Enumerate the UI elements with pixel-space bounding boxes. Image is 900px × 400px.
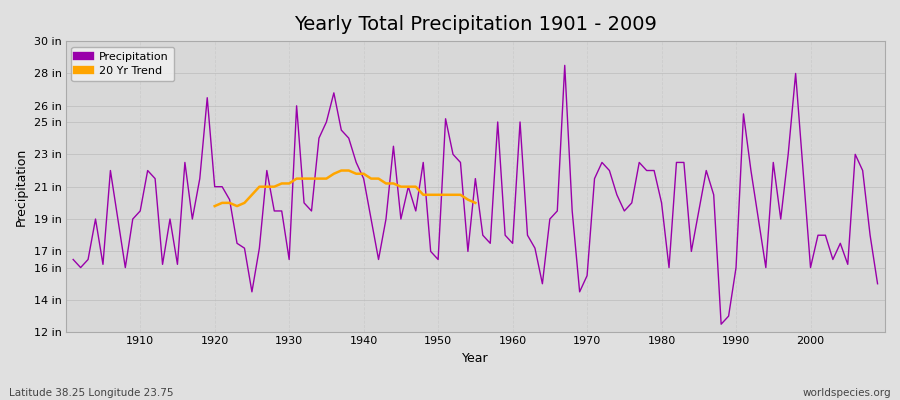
Text: Latitude 38.25 Longitude 23.75: Latitude 38.25 Longitude 23.75: [9, 388, 174, 398]
20 Yr Trend: [231, 204, 242, 208]
Precipitation: [336, 128, 346, 132]
20 Yr Trend: [403, 184, 414, 189]
20 Yr Trend: [276, 181, 287, 186]
20 Yr Trend: [388, 181, 399, 186]
Text: worldspecies.org: worldspecies.org: [803, 388, 891, 398]
20 Yr Trend: [284, 181, 294, 186]
20 Yr Trend: [381, 181, 392, 186]
20 Yr Trend: [313, 176, 324, 181]
Precipitation: [559, 63, 570, 68]
20 Yr Trend: [306, 176, 317, 181]
Precipitation: [508, 241, 518, 246]
Precipitation: [716, 322, 726, 326]
20 Yr Trend: [321, 176, 332, 181]
20 Yr Trend: [261, 184, 272, 189]
20 Yr Trend: [433, 192, 444, 197]
20 Yr Trend: [440, 192, 451, 197]
Legend: Precipitation, 20 Yr Trend: Precipitation, 20 Yr Trend: [71, 47, 175, 81]
20 Yr Trend: [254, 184, 265, 189]
20 Yr Trend: [426, 192, 436, 197]
Precipitation: [604, 168, 615, 173]
20 Yr Trend: [410, 184, 421, 189]
20 Yr Trend: [351, 171, 362, 176]
Precipitation: [68, 257, 78, 262]
20 Yr Trend: [217, 200, 228, 205]
Y-axis label: Precipitation: Precipitation: [15, 148, 28, 226]
Line: Precipitation: Precipitation: [73, 65, 878, 324]
20 Yr Trend: [336, 168, 346, 173]
20 Yr Trend: [299, 176, 310, 181]
20 Yr Trend: [343, 168, 354, 173]
20 Yr Trend: [447, 192, 458, 197]
20 Yr Trend: [358, 171, 369, 176]
20 Yr Trend: [463, 197, 473, 202]
Precipitation: [500, 233, 510, 238]
Precipitation: [872, 281, 883, 286]
20 Yr Trend: [239, 200, 250, 205]
20 Yr Trend: [224, 200, 235, 205]
20 Yr Trend: [292, 176, 302, 181]
20 Yr Trend: [455, 192, 466, 197]
20 Yr Trend: [328, 171, 339, 176]
20 Yr Trend: [210, 204, 220, 208]
X-axis label: Year: Year: [462, 352, 489, 365]
20 Yr Trend: [418, 192, 428, 197]
Title: Yearly Total Precipitation 1901 - 2009: Yearly Total Precipitation 1901 - 2009: [294, 15, 657, 34]
20 Yr Trend: [395, 184, 406, 189]
Line: 20 Yr Trend: 20 Yr Trend: [215, 170, 475, 206]
20 Yr Trend: [374, 176, 384, 181]
Precipitation: [128, 217, 139, 222]
20 Yr Trend: [247, 192, 257, 197]
Precipitation: [292, 104, 302, 108]
20 Yr Trend: [365, 176, 376, 181]
20 Yr Trend: [269, 184, 280, 189]
20 Yr Trend: [470, 200, 481, 205]
